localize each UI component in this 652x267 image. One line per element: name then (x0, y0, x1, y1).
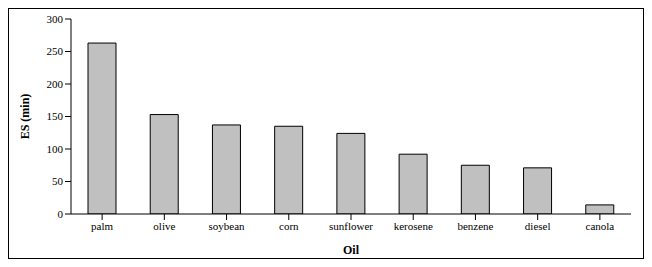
svg-text:200: 200 (47, 78, 64, 90)
svg-text:sunflower: sunflower (329, 220, 373, 232)
svg-text:300: 300 (47, 13, 64, 25)
svg-text:benzene: benzene (457, 220, 493, 232)
svg-text:kerosene: kerosene (394, 220, 433, 232)
svg-text:150: 150 (47, 110, 64, 122)
svg-text:canola: canola (586, 220, 615, 232)
svg-text:100: 100 (47, 143, 64, 155)
svg-text:ES (min): ES (min) (18, 94, 32, 140)
svg-text:50: 50 (52, 175, 64, 187)
svg-text:Oil: Oil (343, 243, 360, 257)
svg-text:diesel: diesel (525, 220, 551, 232)
svg-text:corn: corn (279, 220, 299, 232)
svg-text:soybean: soybean (209, 220, 246, 232)
svg-text:250: 250 (47, 45, 64, 57)
svg-text:olive: olive (153, 220, 175, 232)
svg-text:0: 0 (58, 208, 64, 220)
svg-text:palm: palm (91, 220, 113, 232)
